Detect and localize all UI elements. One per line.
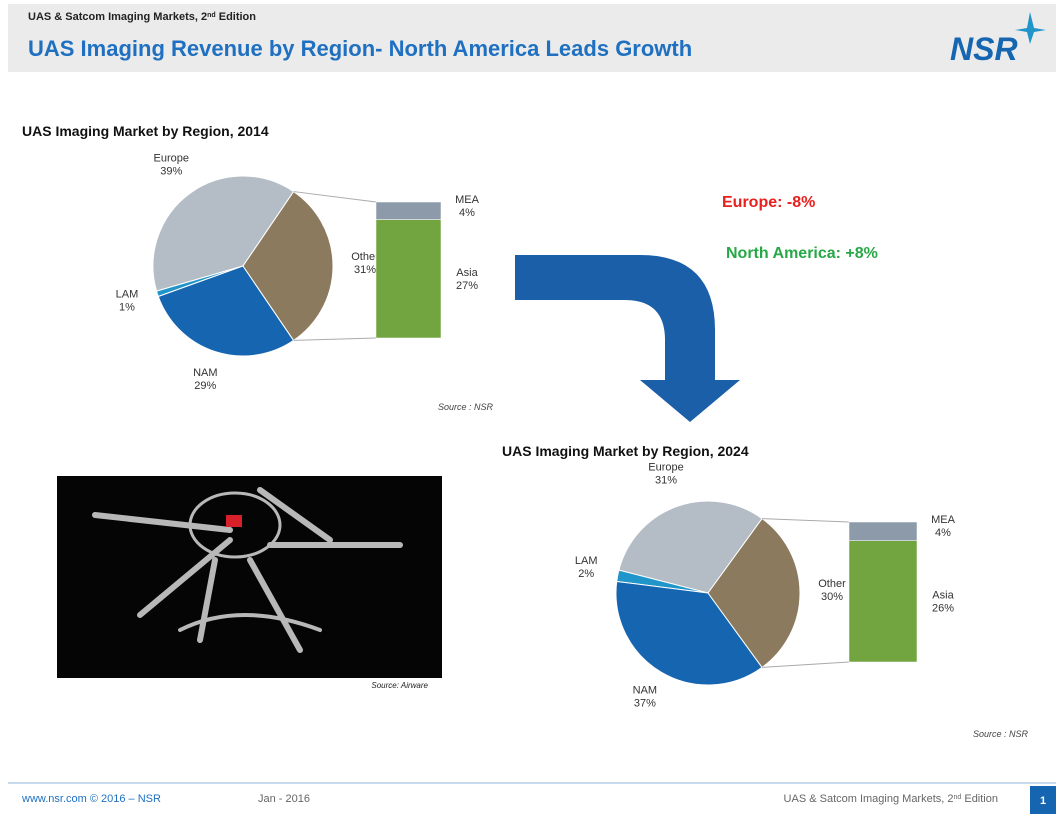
drone-core — [226, 515, 242, 527]
slice-category: Europe — [648, 461, 683, 473]
breakdown-category: MEA — [931, 514, 956, 526]
breakdown-category: MEA — [455, 194, 480, 206]
pie-slice — [707, 517, 801, 669]
page-number: 1 — [1040, 795, 1046, 807]
slice-value-label: 2% — [578, 568, 594, 580]
transition-arrow — [515, 255, 740, 422]
drone-drawing — [92, 487, 403, 653]
breakdown-value-label: 4% — [459, 207, 475, 219]
slice-value-label: 30% — [821, 591, 843, 603]
breakdown-category: Asia — [456, 267, 478, 279]
photo-frame — [57, 476, 442, 678]
logo: NSR — [950, 31, 1018, 67]
pie-chart: UAS Imaging Market by Region, 2014 Source… — [22, 123, 493, 412]
slice-category: Other — [351, 251, 379, 263]
slice-category: Europe — [154, 152, 189, 164]
slice-value-label: 37% — [634, 698, 656, 710]
slice-category: NAM — [633, 685, 657, 697]
pie-slice — [152, 175, 295, 292]
footer-series-sup: nd — [954, 794, 962, 801]
slice-category: LAM — [575, 555, 598, 567]
connector — [762, 661, 850, 668]
annotation: North America: +8% — [726, 245, 878, 262]
photo: Source: Airware — [57, 476, 442, 690]
slice-category: NAM — [193, 367, 217, 379]
connector — [762, 518, 850, 523]
pie-chart: UAS Imaging Market by Region, 2024 Source… — [502, 443, 1028, 739]
footer-series: UAS & Satcom Imaging Markets, 2nd Editio… — [784, 793, 998, 805]
chart-title: UAS Imaging Market by Region, 2014 — [22, 123, 269, 139]
pie-slice — [157, 265, 295, 357]
slice-value-label: 39% — [160, 165, 182, 177]
footer-series-after: Edition — [961, 793, 998, 805]
slice-category: LAM — [116, 289, 139, 301]
footer-date: Jan - 2016 — [258, 793, 310, 805]
chart-source: Source : NSR — [973, 729, 1029, 739]
footer-series-text: UAS & Satcom Imaging Markets, 2 — [784, 793, 954, 805]
breakdown-segment — [848, 540, 918, 663]
slice-value-label: 29% — [194, 380, 216, 392]
footer-site: www.nsr.com © 2016 – NSR — [21, 793, 161, 805]
breakdown-value-label: 4% — [935, 527, 951, 539]
breakdown-value-label: 27% — [456, 280, 478, 292]
series-title-text: UAS & Satcom Imaging Markets, 2 — [28, 11, 207, 23]
series-title-sup: nd — [207, 12, 216, 19]
pie-slice — [615, 580, 763, 686]
series-title: UAS & Satcom Imaging Markets, 2nd Editio… — [28, 11, 256, 23]
breakdown-value-label: 26% — [932, 602, 954, 614]
pie-slice — [242, 190, 334, 342]
logo-star — [1015, 12, 1046, 44]
chart-source: Source : NSR — [438, 402, 494, 412]
breakdown-segment — [848, 521, 918, 541]
series-title-after: Edition — [216, 11, 257, 23]
breakdown-segment — [375, 201, 442, 220]
breakdown-category: Asia — [932, 589, 954, 601]
page-box — [1030, 786, 1056, 814]
slice-value-label: 31% — [354, 264, 376, 276]
slide-title: UAS Imaging Revenue by Region- North Ame… — [28, 36, 692, 61]
slice-category: Other — [818, 578, 846, 590]
photo-source: Source: Airware — [371, 681, 428, 690]
connector — [293, 337, 377, 341]
connector — [293, 191, 377, 203]
pie-slice — [618, 500, 763, 594]
slice-value-label: 1% — [119, 302, 135, 314]
annotation: Europe: -8% — [722, 194, 815, 211]
header-band — [8, 4, 1056, 72]
chart-title: UAS Imaging Market by Region, 2024 — [502, 443, 749, 459]
breakdown-segment — [375, 219, 442, 339]
slice-value-label: 31% — [655, 474, 677, 486]
